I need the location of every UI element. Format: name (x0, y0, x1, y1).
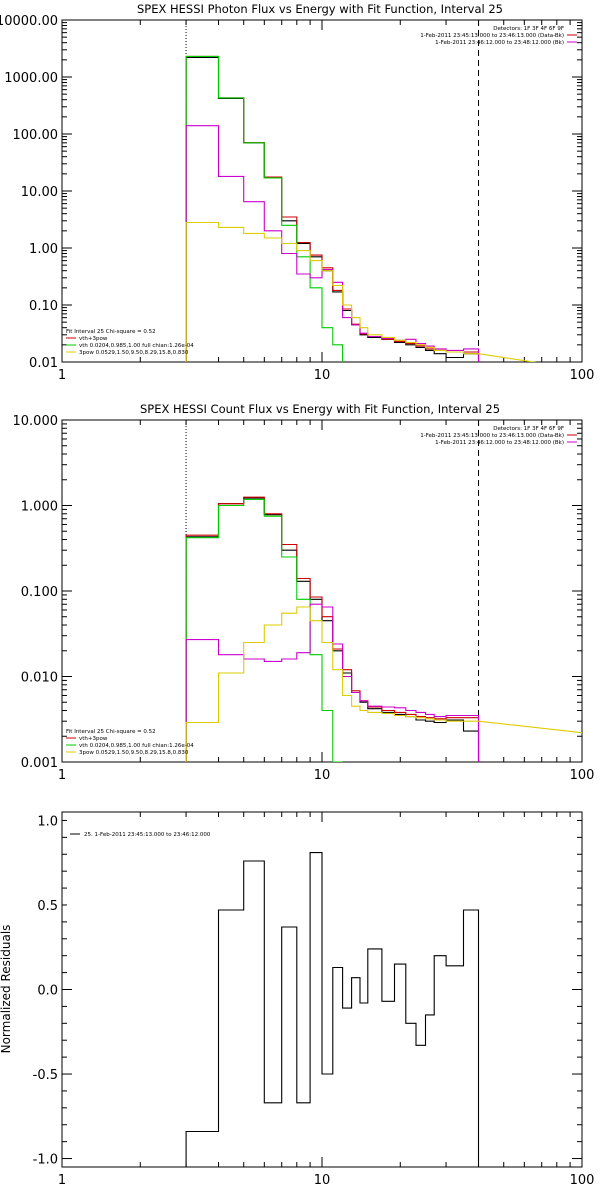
legend-entry: 1-Feb-2011 23:45:13.000 to 23:46:13.000 … (420, 433, 564, 439)
legend-entry: Detectors: 1F 3F 4F 6F 9F (493, 26, 564, 32)
legend-entry: vth+3pow (79, 336, 108, 342)
photon-legend-bottom-left: Fit Interval 25 Chi-square = 0.52vth+3po… (66, 329, 194, 356)
series-group (185, 852, 480, 1167)
series-line-3 (185, 603, 480, 762)
residuals-ticks: 1 10 100 -1.0 -0.5 0.0 0.5 1.0 (33, 812, 595, 1188)
y-tick-label: 10000.00 (0, 14, 58, 29)
x-tick-label: 10 (314, 768, 331, 783)
legend-entry: 25. 1-Feb-2011 23:45:13.000 to 23:46:12.… (84, 832, 211, 838)
photon-series (185, 55, 537, 362)
photon-chart-title: SPEX HESSI Photon Flux vs Energy with Fi… (137, 2, 503, 16)
y-tick-label: 0.0 (37, 984, 58, 999)
series-line-2 (185, 55, 353, 362)
x-tick-label: 10 (314, 1173, 331, 1188)
photon-legend-top-right: Detectors: 1F 3F 4F 6F 9F1-Feb-2011 23:4… (420, 26, 577, 46)
y-tick-label: 100.00 (13, 128, 59, 143)
legend-entry: Detectors: 1F 3F 4F 6F 9F (493, 426, 564, 432)
legend-entry: 3pow 0.0529,1.50,9.50,8.29,15.8,0.830 (79, 750, 189, 756)
series-line-0 (185, 852, 480, 1167)
y-tick-label: 1000.00 (4, 71, 58, 86)
legend-entry: Fit Interval 25 Chi-square = 0.52 (66, 329, 156, 335)
x-tick-label: 100 (570, 1173, 595, 1188)
x-tick-label: 10 (314, 368, 331, 383)
series-line-3 (185, 125, 480, 362)
y-tick-label: 0.010 (21, 671, 58, 686)
count-legend-top-right: Detectors: 1F 3F 4F 6F 9F1-Feb-2011 23:4… (420, 426, 577, 446)
y-tick-label: 1.0 (37, 814, 58, 829)
legend-entry: 1-Feb-2011 23:45:13.000 to 23:46:13.000 … (420, 33, 564, 39)
count-chart-title: SPEX HESSI Count Flux vs Energy with Fit… (140, 402, 500, 416)
legend-entry: 1-Feb-2011 23:46:12.000 to 23:48:12.000 … (435, 40, 564, 46)
y-tick-label: 0.001 (21, 756, 58, 771)
legend-entry: vth+3pow (79, 736, 108, 742)
series-group (185, 496, 582, 762)
photon-flux-panel: SPEX HESSI Photon Flux vs Energy with Fi… (0, 2, 594, 383)
series-line-4 (185, 606, 582, 762)
x-tick-label: 1 (58, 768, 66, 783)
photon-gridlines-and-ticks: 1 10 100 0.01 0.10 1.00 10.00 100.00 1000.00 1000… (0, 14, 594, 383)
count-series (185, 496, 582, 762)
legend-entry: vth 0.0204,0.985,1.00 full chian:1.26e-0… (79, 343, 194, 349)
x-tick-label: 1 (58, 368, 66, 383)
series-line-4 (185, 221, 537, 362)
y-tick-label: 1.000 (21, 500, 58, 515)
x-tick-label: 100 (570, 768, 595, 783)
y-tick-label: 0.5 (37, 899, 58, 914)
residuals-panel: Normalized Residuals 1 10 100 -1.0 -0.5 0.0 0.… (0, 811, 595, 1188)
y-tick-label: 10.000 (13, 414, 59, 429)
legend-entry: vth 0.0204,0.985,1.00 full chian:1.26e-0… (79, 743, 194, 749)
y-tick-label: -0.5 (33, 1068, 58, 1083)
y-tick-label: 0.100 (21, 585, 58, 600)
legend-entry: 3pow 0.0529,1.50,9.50,8.29,15.8,0.830 (79, 350, 189, 356)
count-flux-panel: SPEX HESSI Count Flux vs Energy with Fit… (13, 402, 595, 783)
x-tick-label: 100 (570, 368, 595, 383)
series-group (185, 55, 537, 362)
count-legend-bottom-left: Fit Interval 25 Chi-square = 0.52vth+3po… (66, 729, 194, 756)
legend-entry: 1-Feb-2011 23:46:12.000 to 23:48:12.000 … (435, 440, 564, 446)
series-line-2 (185, 498, 343, 762)
y-tick-label: -1.0 (33, 1153, 58, 1168)
legend-entry: Fit Interval 25 Chi-square = 0.52 (66, 729, 156, 735)
residuals-series (185, 852, 480, 1167)
x-tick-label: 1 (58, 1173, 66, 1188)
residuals-ylabel: Normalized Residuals (0, 925, 13, 1054)
count-gridlines-and-ticks: 1 10 100 0.001 0.010 0.100 1.000 10.000 (13, 414, 595, 783)
y-tick-label: 0.10 (29, 299, 58, 314)
y-tick-label: 10.00 (21, 185, 58, 200)
y-tick-label: 0.01 (29, 356, 58, 371)
y-tick-label: 1.00 (29, 242, 58, 257)
residuals-legend: 25. 1-Feb-2011 23:45:13.000 to 23:46:12.… (70, 832, 211, 838)
